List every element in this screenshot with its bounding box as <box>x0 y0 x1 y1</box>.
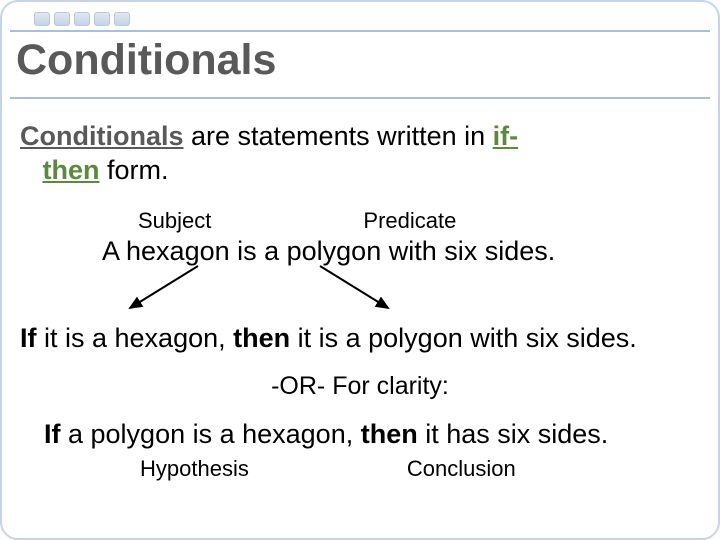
if-then-sentence-2: If a polygon is a hexagon, then it has s… <box>44 419 700 450</box>
title-region: Conditionals <box>10 30 710 99</box>
dot-icon <box>114 12 130 26</box>
hypothesis-conclusion-labels: Hypothesis Conclusion <box>20 456 700 482</box>
example-sentence-1: A hexagon is a polygon with six sides. <box>102 236 700 267</box>
keyword-if-inline: If <box>20 323 37 353</box>
label-subject: Subject <box>138 208 211 234</box>
ifthen2-part2: it has six sides. <box>418 419 609 449</box>
ifthen2-part1: a polygon is a hexagon, <box>61 419 361 449</box>
intro-text-mid: are statements written in <box>184 121 493 151</box>
ifthen-part2: it is a polygon with six sides. <box>290 323 637 353</box>
keyword-then-inline: then <box>233 323 290 353</box>
page-title: Conditionals <box>16 36 704 85</box>
keyword-then: then <box>43 155 100 185</box>
clarity-separator: -OR- For clarity: <box>20 372 700 401</box>
intro-text-tail: form. <box>100 155 169 185</box>
keyword-if-inline-2: If <box>44 419 61 449</box>
keyword-then-inline-2: then <box>361 419 418 449</box>
dot-icon <box>74 12 90 26</box>
label-predicate: Predicate <box>363 208 456 234</box>
keyword-if: if- <box>493 121 518 151</box>
keyword-conditionals: Conditionals <box>20 121 184 151</box>
subject-predicate-labels: Subject Predicate <box>20 208 700 234</box>
ifthen-part1: it is a hexagon, <box>37 323 234 353</box>
intro-sentence: Conditionals are statements written in i… <box>20 120 700 188</box>
if-then-sentence-1: If it is a hexagon, then it is a polygon… <box>20 323 700 354</box>
dot-icon <box>94 12 110 26</box>
label-conclusion: Conclusion <box>407 456 516 482</box>
content-region: Conditionals are statements written in i… <box>20 120 700 520</box>
dot-icon <box>34 12 50 26</box>
slide-frame: Conditionals Conditionals are statements… <box>0 0 720 540</box>
label-hypothesis: Hypothesis <box>140 456 249 482</box>
dot-icon <box>54 12 70 26</box>
decorative-dots <box>34 12 130 26</box>
